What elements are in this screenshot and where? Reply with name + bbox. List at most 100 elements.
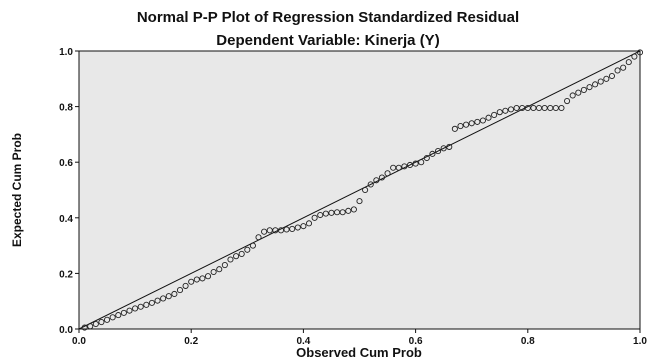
x-tick-label: 0.6 (409, 336, 423, 347)
data-point (277, 227, 285, 234)
x-tick-label: 0.0 (72, 336, 86, 347)
data-point (176, 287, 184, 294)
data-point (608, 72, 616, 80)
data-point (193, 276, 200, 283)
data-point (255, 234, 262, 241)
data-point (87, 323, 94, 330)
y-tick-label: 0.2 (59, 269, 73, 280)
chart-subtitle: Dependent Variable: Kinerja (Y) (216, 32, 439, 49)
data-point (592, 81, 599, 88)
data-point (311, 214, 318, 221)
data-point (305, 220, 313, 227)
data-points-group (81, 49, 644, 331)
data-point (631, 53, 638, 60)
y-tick-label: 0.8 (59, 103, 73, 114)
y-tick-label: 1.0 (59, 47, 73, 58)
x-tick-label: 0.2 (184, 336, 198, 347)
data-point (384, 170, 391, 177)
data-point (109, 314, 116, 321)
data-point (137, 303, 144, 310)
data-point (356, 198, 363, 205)
y-tick-label: 0.4 (59, 214, 73, 225)
data-point (367, 181, 374, 188)
data-point (603, 75, 610, 82)
y-axis-ticks: 0.0 0.2 0.4 0.6 0.8 1.0 (59, 47, 79, 336)
data-point (132, 305, 139, 312)
y-tick-label: 0.6 (59, 158, 73, 169)
data-point (474, 118, 481, 125)
data-point (171, 290, 178, 298)
data-point (322, 210, 329, 217)
data-point (586, 84, 593, 91)
data-point (233, 253, 240, 260)
data-point (418, 159, 425, 166)
data-point (597, 78, 604, 85)
data-point (350, 206, 357, 213)
data-point (412, 160, 419, 167)
data-point (558, 104, 565, 112)
data-point (507, 106, 515, 113)
data-point (238, 250, 245, 257)
data-point (289, 225, 296, 232)
data-point (339, 209, 346, 216)
data-point (463, 121, 470, 128)
data-point (362, 186, 369, 194)
data-point (575, 89, 582, 96)
x-tick-label: 1.0 (633, 336, 647, 347)
data-point (625, 59, 632, 66)
reference-line-group (78, 50, 641, 330)
data-point (165, 293, 172, 300)
y-axis-title: Expected Cum Prob (10, 133, 24, 247)
data-point (378, 174, 385, 181)
data-point (423, 154, 430, 162)
data-point (204, 273, 212, 280)
data-point (154, 297, 161, 304)
data-point (115, 312, 122, 319)
y-tick-label: 0.0 (59, 325, 73, 336)
data-point (496, 109, 503, 116)
data-point (485, 114, 492, 121)
data-point (227, 256, 234, 263)
data-point (569, 92, 576, 99)
data-point (294, 224, 301, 231)
data-point (317, 211, 324, 219)
reference-line (78, 50, 641, 330)
data-point (300, 223, 307, 230)
data-point (620, 64, 627, 71)
x-tick-label: 0.4 (296, 336, 310, 347)
data-point (345, 207, 352, 214)
data-point (98, 318, 105, 326)
data-point (244, 246, 251, 253)
data-point (104, 316, 111, 323)
data-point (434, 148, 442, 155)
data-point (479, 117, 486, 124)
data-point (580, 86, 587, 93)
data-point (614, 67, 621, 74)
data-point (446, 143, 453, 150)
data-point (182, 282, 189, 289)
data-point (451, 125, 458, 132)
data-point (249, 242, 256, 249)
x-axis-title: Observed Cum Prob (296, 345, 422, 360)
data-point (143, 301, 150, 308)
data-point (120, 309, 127, 316)
data-point (636, 49, 644, 56)
data-point (395, 164, 402, 171)
chart-title: Normal P-P Plot of Regression Standardiz… (137, 9, 519, 26)
data-point (502, 107, 509, 114)
data-point (328, 209, 335, 216)
data-point (81, 324, 88, 331)
data-point (564, 97, 571, 105)
data-point (283, 226, 290, 233)
data-point (221, 262, 228, 269)
data-point (457, 123, 464, 130)
data-point (199, 275, 206, 282)
data-point (148, 299, 155, 306)
data-point (126, 307, 133, 314)
data-point (373, 177, 380, 184)
data-point (216, 266, 223, 273)
data-point (406, 161, 414, 169)
data-point (160, 295, 167, 302)
data-point (188, 278, 195, 285)
